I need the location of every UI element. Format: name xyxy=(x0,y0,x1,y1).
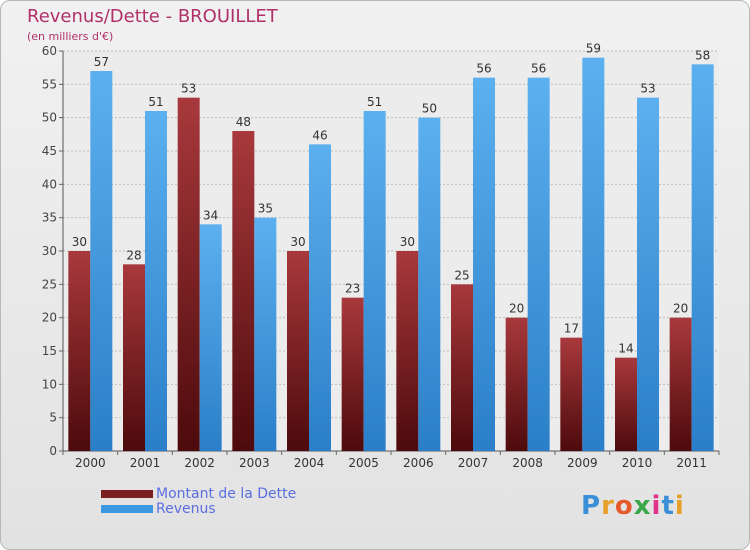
bar-revenus xyxy=(418,117,441,452)
data-label-dette: 30 xyxy=(290,235,305,249)
data-label-dette: 25 xyxy=(454,268,469,282)
x-tick-label: 2007 xyxy=(458,456,489,470)
data-label-revenus: 58 xyxy=(695,48,710,62)
logo-letter: x xyxy=(633,491,652,521)
logo-letter: o xyxy=(614,491,634,521)
y-tick-label: 10 xyxy=(42,377,57,391)
data-label-dette: 20 xyxy=(673,302,688,316)
bar-dette xyxy=(123,264,145,451)
bar-revenus xyxy=(254,217,277,451)
bar-dette xyxy=(287,251,309,451)
data-label-dette: 28 xyxy=(126,248,141,262)
bar-dette xyxy=(341,297,364,451)
logo-letter: i xyxy=(674,491,685,521)
legend-label-revenus: Revenus xyxy=(156,501,216,517)
bar-revenus xyxy=(691,64,714,452)
data-label-revenus: 35 xyxy=(258,202,273,216)
x-tick-label: 2006 xyxy=(403,456,434,470)
bar-revenus xyxy=(473,77,495,452)
bar-dette xyxy=(396,251,419,451)
bar-dette xyxy=(232,131,255,451)
x-tick-label: 2003 xyxy=(239,456,270,470)
y-tick-label: 15 xyxy=(42,344,57,358)
bar-dette xyxy=(68,251,91,451)
data-label-revenus: 51 xyxy=(367,95,382,109)
x-tick-label: 2009 xyxy=(567,456,598,470)
y-tick-label: 60 xyxy=(42,44,57,58)
y-tick-label: 45 xyxy=(42,144,57,158)
x-tick-label: 2011 xyxy=(676,456,707,470)
data-label-dette: 20 xyxy=(509,302,524,316)
y-tick-label: 5 xyxy=(49,411,57,425)
x-tick-label: 2001 xyxy=(130,456,161,470)
data-label-revenus: 50 xyxy=(422,102,437,116)
bar-revenus xyxy=(637,97,659,452)
logo-letter: i xyxy=(651,491,662,521)
data-label-dette: 30 xyxy=(72,235,87,249)
y-tick-label: 50 xyxy=(42,111,57,125)
logo-letter: t xyxy=(661,491,675,521)
data-label-revenus: 46 xyxy=(312,128,327,142)
chart-title: Revenus/Dette - BROUILLET xyxy=(27,6,278,27)
bar-revenus xyxy=(145,111,167,451)
bar-dette xyxy=(505,317,528,451)
y-tick-label: 40 xyxy=(42,177,57,191)
bar-revenus xyxy=(199,224,222,451)
bar-dette xyxy=(451,284,473,451)
legend-label-dette: Montant de la Dette xyxy=(156,486,297,502)
data-label-dette: 23 xyxy=(345,282,360,296)
data-label-dette: 30 xyxy=(400,235,415,249)
data-label-revenus: 59 xyxy=(586,42,601,56)
y-tick-label: 0 xyxy=(49,444,57,458)
legend-swatch-revenus xyxy=(101,505,153,513)
y-tick-label: 30 xyxy=(42,244,57,258)
x-tick-label: 2005 xyxy=(348,456,379,470)
x-tick-label: 2010 xyxy=(622,456,653,470)
y-tick-label: 20 xyxy=(42,311,57,325)
data-label-dette: 17 xyxy=(564,322,579,336)
proxiti-logo: Proxiti xyxy=(581,491,685,521)
y-tick-label: 35 xyxy=(42,211,57,225)
y-tick-label: 55 xyxy=(42,77,57,91)
bar-revenus xyxy=(309,144,331,452)
y-tick-label: 25 xyxy=(42,277,57,291)
data-label-revenus: 34 xyxy=(203,208,218,222)
x-tick-label: 2008 xyxy=(512,456,543,470)
x-tick-label: 2002 xyxy=(184,456,215,470)
data-label-revenus: 57 xyxy=(94,55,109,69)
data-label-revenus: 56 xyxy=(476,62,491,76)
bar-revenus xyxy=(582,57,605,452)
chart-subtitle: (en milliers d'€) xyxy=(27,30,114,43)
data-label-dette: 48 xyxy=(236,115,251,129)
logo-letter: r xyxy=(601,491,615,521)
logo-letter: P xyxy=(581,491,602,521)
x-tick-label: 2004 xyxy=(294,456,325,470)
data-label-dette: 53 xyxy=(181,82,196,96)
bar-dette xyxy=(615,357,637,451)
data-label-revenus: 51 xyxy=(148,95,163,109)
data-label-revenus: 53 xyxy=(640,82,655,96)
bar-revenus xyxy=(363,111,386,451)
bar-revenus xyxy=(527,77,550,452)
data-label-dette: 14 xyxy=(618,342,633,356)
bar-dette xyxy=(560,337,583,451)
bar-dette xyxy=(177,97,200,452)
bar-dette xyxy=(669,317,692,451)
legend-swatch-dette xyxy=(101,490,153,498)
data-label-revenus: 56 xyxy=(531,62,546,76)
x-tick-label: 2000 xyxy=(75,456,106,470)
bar-revenus xyxy=(90,71,113,451)
